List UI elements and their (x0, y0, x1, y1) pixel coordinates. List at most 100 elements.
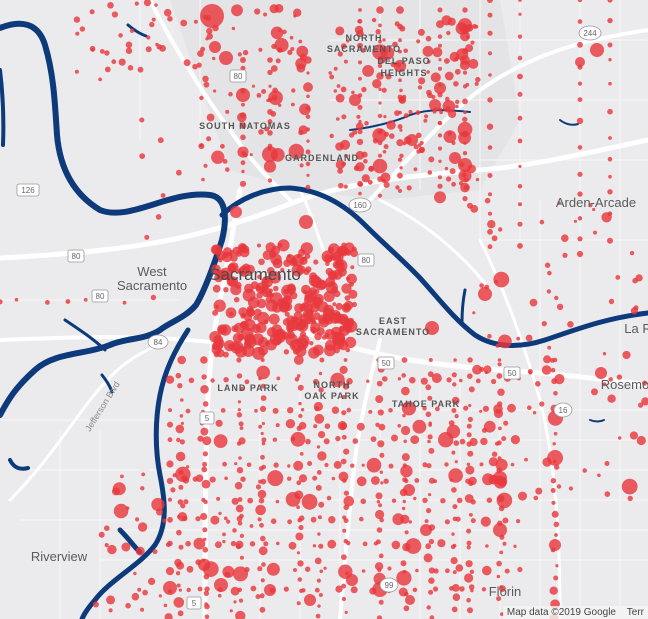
incident-marker[interactable] (240, 476, 246, 482)
incident-marker[interactable] (296, 480, 302, 486)
incident-marker[interactable] (139, 117, 145, 123)
incident-marker[interactable] (316, 470, 322, 475)
incident-marker[interactable] (272, 437, 278, 442)
incident-marker[interactable] (556, 303, 564, 311)
incident-marker[interactable] (590, 43, 604, 57)
incident-marker[interactable] (437, 133, 443, 138)
incident-marker[interactable] (318, 593, 323, 597)
incident-marker[interactable] (342, 528, 347, 533)
incident-marker[interactable] (336, 260, 345, 270)
incident-marker[interactable] (323, 438, 330, 445)
incident-marker[interactable] (275, 423, 280, 428)
incident-marker[interactable] (388, 463, 394, 469)
incident-marker[interactable] (403, 605, 410, 612)
incident-marker[interactable] (551, 510, 559, 518)
incident-marker[interactable] (350, 265, 355, 270)
incident-marker[interactable] (135, 517, 140, 522)
incident-marker[interactable] (360, 498, 367, 505)
incident-marker[interactable] (155, 214, 162, 220)
incident-marker[interactable] (383, 181, 390, 188)
incident-marker[interactable] (551, 500, 556, 505)
incident-marker[interactable] (376, 500, 381, 504)
incident-marker[interactable] (454, 68, 461, 75)
incident-marker[interactable] (377, 409, 384, 416)
incident-marker[interactable] (111, 59, 117, 65)
incident-marker[interactable] (203, 163, 208, 168)
incident-marker[interactable] (180, 398, 184, 402)
incident-marker[interactable] (333, 460, 342, 469)
incident-marker[interactable] (239, 122, 247, 129)
incident-marker[interactable] (312, 475, 318, 481)
incident-marker[interactable] (332, 302, 337, 307)
incident-marker[interactable] (225, 307, 237, 319)
incident-marker[interactable] (288, 541, 297, 550)
incident-marker[interactable] (217, 326, 225, 333)
incident-marker[interactable] (487, 244, 493, 250)
incident-marker[interactable] (256, 365, 271, 380)
incident-marker[interactable] (446, 377, 452, 383)
incident-marker[interactable] (414, 478, 420, 483)
incident-marker[interactable] (312, 544, 317, 548)
incident-marker[interactable] (173, 597, 185, 608)
incident-marker[interactable] (468, 584, 475, 590)
incident-marker[interactable] (177, 512, 188, 522)
incident-marker[interactable] (336, 84, 341, 88)
incident-marker[interactable] (239, 426, 244, 430)
incident-marker[interactable] (339, 336, 345, 343)
incident-marker[interactable] (241, 312, 247, 318)
incident-marker[interactable] (250, 585, 257, 592)
incident-marker[interactable] (470, 40, 475, 45)
incident-marker[interactable] (547, 270, 552, 276)
incident-marker[interactable] (212, 309, 219, 316)
incident-marker[interactable] (451, 584, 460, 592)
incident-marker[interactable] (433, 568, 439, 574)
incident-marker[interactable] (175, 372, 182, 379)
incident-marker[interactable] (446, 30, 451, 36)
incident-marker[interactable] (333, 290, 341, 298)
incident-marker[interactable] (99, 49, 105, 54)
incident-marker[interactable] (495, 458, 508, 471)
incident-marker[interactable] (465, 560, 473, 568)
incident-marker[interactable] (185, 408, 191, 414)
incident-marker[interactable] (351, 246, 357, 252)
incident-marker[interactable] (261, 562, 266, 567)
incident-marker[interactable] (392, 513, 405, 526)
incident-marker[interactable] (455, 104, 459, 109)
incident-marker[interactable] (290, 431, 306, 447)
incident-marker[interactable] (329, 313, 341, 324)
incident-marker[interactable] (258, 546, 268, 556)
incident-marker[interactable] (527, 405, 532, 411)
incident-marker[interactable] (467, 373, 473, 380)
incident-marker[interactable] (335, 302, 343, 311)
incident-marker[interactable] (466, 528, 472, 534)
incident-marker[interactable] (74, 69, 79, 74)
incident-marker[interactable] (362, 65, 374, 77)
incident-marker[interactable] (427, 434, 433, 440)
incident-marker[interactable] (341, 583, 347, 589)
incident-marker[interactable] (0, 299, 3, 305)
incident-marker[interactable] (152, 549, 158, 555)
incident-marker[interactable] (197, 435, 204, 442)
incident-marker[interactable] (167, 421, 173, 428)
incident-marker[interactable] (495, 441, 499, 446)
incident-marker[interactable] (498, 426, 502, 431)
incident-marker[interactable] (288, 143, 304, 160)
incident-marker[interactable] (358, 60, 362, 65)
incident-marker[interactable] (469, 513, 473, 517)
incident-marker[interactable] (577, 0, 583, 3)
incident-marker[interactable] (383, 478, 389, 484)
incident-marker[interactable] (125, 41, 133, 49)
incident-marker[interactable] (186, 465, 190, 469)
incident-marker[interactable] (325, 261, 330, 267)
incident-marker[interactable] (350, 586, 358, 594)
incident-marker[interactable] (306, 127, 310, 132)
incident-marker[interactable] (272, 87, 278, 94)
incident-marker[interactable] (562, 252, 568, 258)
incident-marker[interactable] (607, 108, 613, 115)
incident-marker[interactable] (428, 447, 435, 454)
incident-marker[interactable] (379, 470, 383, 474)
incident-marker[interactable] (493, 404, 503, 414)
incident-marker[interactable] (474, 24, 479, 29)
incident-marker[interactable] (148, 577, 156, 586)
incident-marker[interactable] (401, 401, 417, 416)
